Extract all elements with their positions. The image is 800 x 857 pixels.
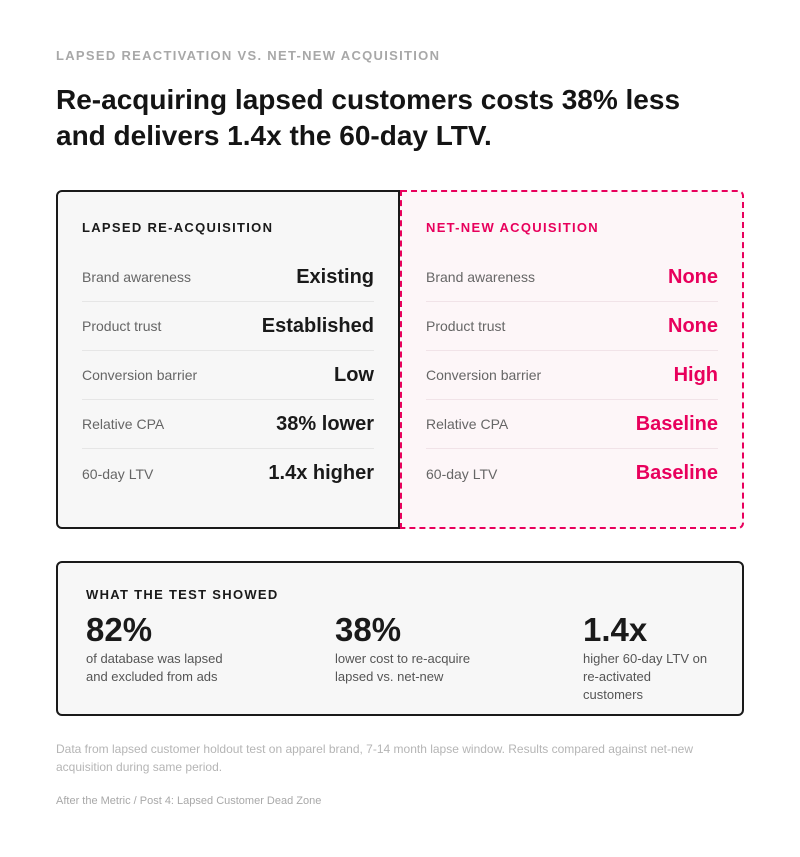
comparison-row: Relative CPA 38% lower [82, 400, 374, 449]
stat-description: lower cost to re-acquire lapsed vs. net-… [335, 651, 471, 684]
stat-value: 1.4x [583, 611, 648, 648]
lapsed-reacquisition-card: LAPSED RE-ACQUISITION Brand awareness Ex… [56, 190, 400, 529]
headline: Re-acquiring lapsed customers costs 38% … [56, 84, 681, 151]
results-title: WHAT THE TEST SHOWED [86, 587, 279, 602]
stat-value: 82% [86, 611, 153, 648]
row-value: High [673, 363, 718, 386]
row-value: Baseline [635, 412, 718, 435]
stat-description: of database was lapsed and excluded from… [86, 651, 223, 684]
stat-cost-reduction: 38% lower cost to re-acquire lapsed vs. … [335, 612, 470, 686]
row-value: Established [261, 314, 374, 337]
comparison-row: 60-day LTV 1.4x higher [82, 449, 374, 498]
comparison-row: Relative CPA Baseline [426, 400, 718, 449]
comparison-row: Brand awareness None [426, 253, 718, 302]
test-results-panel: WHAT THE TEST SHOWED 82% of database was… [56, 561, 744, 716]
row-value: None [668, 265, 718, 288]
net-new-acquisition-card: NET-NEW ACQUISITION Brand awareness None… [400, 190, 744, 529]
stats-row: 82% of database was lapsed and excluded … [86, 612, 714, 704]
comparison-panel: LAPSED RE-ACQUISITION Brand awareness Ex… [56, 190, 744, 529]
stat-ltv-lift: 1.4x higher 60-day LTV on re-activated c… [583, 612, 714, 704]
row-label: Relative CPA [82, 416, 165, 432]
row-label: Brand awareness [82, 269, 191, 285]
stat-description: higher 60-day LTV on re-activated custom… [583, 651, 708, 702]
row-value: None [668, 314, 718, 337]
comparison-row: Conversion barrier Low [82, 351, 374, 400]
row-value: Low [334, 363, 374, 386]
row-label: Brand awareness [426, 269, 535, 285]
comparison-row: Product trust Established [82, 302, 374, 351]
comparison-row: Product trust None [426, 302, 718, 351]
row-label: Relative CPA [426, 416, 509, 432]
card-title: LAPSED RE-ACQUISITION [82, 220, 274, 235]
comparison-row: 60-day LTV Baseline [426, 449, 718, 498]
eyebrow-label: LAPSED REACTIVATION VS. NET-NEW ACQUISIT… [56, 48, 441, 63]
source-credit: After the Metric / Post 4: Lapsed Custom… [56, 795, 322, 807]
comparison-row: Conversion barrier High [426, 351, 718, 400]
row-label: Product trust [426, 318, 506, 334]
card-title: NET-NEW ACQUISITION [426, 220, 599, 235]
row-value: 1.4x higher [268, 462, 374, 484]
row-value: Baseline [635, 462, 718, 484]
row-label: Product trust [82, 318, 162, 334]
row-label: 60-day LTV [82, 465, 154, 482]
row-label: Conversion barrier [82, 367, 198, 383]
row-label: Conversion barrier [426, 367, 542, 383]
row-value: Existing [296, 265, 374, 288]
stat-value: 38% [335, 611, 402, 648]
row-label: 60-day LTV [426, 465, 498, 482]
methodology-note: Data from lapsed customer holdout test o… [56, 742, 694, 774]
stat-lapsed-share: 82% of database was lapsed and excluded … [86, 612, 223, 686]
row-value: 38% lower [276, 412, 374, 435]
comparison-row: Brand awareness Existing [82, 253, 374, 302]
